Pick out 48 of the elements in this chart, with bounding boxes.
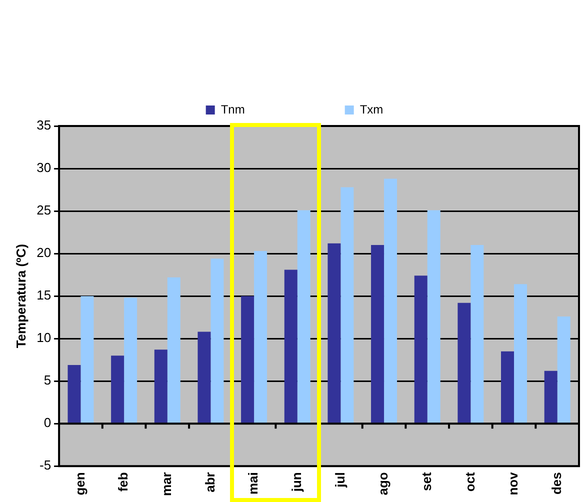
- bar: [241, 296, 254, 423]
- x-tick-label: set: [418, 471, 434, 491]
- bar: [371, 245, 384, 423]
- y-tick-label: 30: [36, 160, 52, 176]
- y-tick-label: 10: [36, 330, 52, 346]
- x-tick-label: mai: [246, 472, 261, 495]
- bar: [501, 351, 514, 423]
- x-tick-label: abr: [202, 472, 218, 492]
- y-tick-label: -5: [39, 458, 52, 473]
- bar: [154, 350, 168, 423]
- bar: [427, 210, 440, 423]
- bar: [254, 251, 268, 423]
- y-tick-label: 0: [44, 415, 52, 430]
- bar: [458, 302, 471, 423]
- y-tick-label: 35: [36, 118, 52, 133]
- bar: [284, 270, 298, 423]
- y-axis-title: Temperatura (ºC): [13, 244, 28, 348]
- bar: [210, 258, 224, 423]
- bar: [414, 276, 428, 423]
- bar: [328, 243, 341, 423]
- bar: [80, 296, 94, 423]
- bar: [557, 316, 570, 423]
- x-tick-label: jul: [332, 472, 348, 488]
- legend-label: Tnm: [220, 102, 245, 116]
- bar: [384, 178, 398, 423]
- x-tick-label: jun: [288, 472, 304, 493]
- bar: [198, 332, 211, 423]
- x-tick-label: feb: [116, 472, 131, 492]
- x-tick-label: ago: [376, 472, 391, 496]
- bar: [167, 277, 180, 423]
- y-tick-label: 5: [44, 372, 52, 388]
- bar: [544, 370, 558, 423]
- x-tick-label: gen: [72, 472, 88, 496]
- legend-label: Txm: [360, 102, 384, 116]
- y-tick-label: 25: [36, 202, 52, 218]
- x-tick-label: nov: [506, 471, 521, 496]
- bar: [340, 187, 354, 423]
- y-tick-label: 20: [36, 245, 52, 260]
- x-tick-label: oct: [462, 471, 478, 492]
- x-tick-label: mar: [158, 472, 174, 496]
- bar: [68, 364, 81, 423]
- bar: [297, 210, 310, 423]
- bar: [124, 298, 138, 423]
- bar: [111, 356, 124, 423]
- bar: [470, 245, 484, 423]
- y-tick-label: 15: [36, 288, 52, 303]
- bar: [514, 284, 528, 423]
- x-tick-label: des: [548, 472, 564, 495]
